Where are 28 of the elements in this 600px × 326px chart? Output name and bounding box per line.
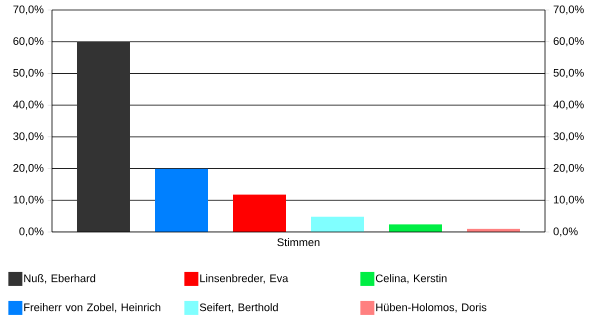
legend-label: Nuß, Eberhard: [24, 274, 96, 284]
text: 40,0%: [553, 100, 584, 110]
legend-label: Hüben-Holomos, Doris: [376, 303, 486, 312]
y-tick-label: 30,0%: [13, 132, 44, 142]
y-tick-label: 10,0%: [14, 196, 44, 205]
text: 50,0%: [554, 68, 584, 78]
bar: [389, 224, 442, 232]
bar: [76, 42, 130, 232]
text: 20,0%: [554, 164, 584, 174]
text: 0,0%: [554, 227, 578, 237]
bar: [155, 168, 208, 232]
legend-label: Seifert, Berthold: [200, 303, 278, 312]
text: 10,0%: [554, 196, 584, 205]
bar: [233, 194, 286, 232]
x-tick-label: Stimmen: [277, 238, 320, 246]
y-tick-label: 70,0%: [13, 5, 44, 15]
y-tick-label: 50,0%: [13, 68, 44, 78]
y-tick-label: 60,0%: [13, 37, 44, 46]
legend-label: Celina, Kerstin: [376, 274, 446, 284]
y-tick-label: 0,0%: [19, 227, 44, 237]
y-tick-label: 20,0%: [13, 164, 44, 174]
legend-label: Freiherr von Zobel, Heinrich: [24, 303, 160, 312]
text: 30,0%: [554, 132, 584, 142]
bar: [311, 216, 364, 232]
y-tick-label: 40,0%: [13, 100, 44, 110]
text: 60,0%: [554, 37, 584, 46]
text: 70,0%: [554, 5, 584, 15]
legend-label: Linsenbreder, Eva: [200, 274, 288, 284]
